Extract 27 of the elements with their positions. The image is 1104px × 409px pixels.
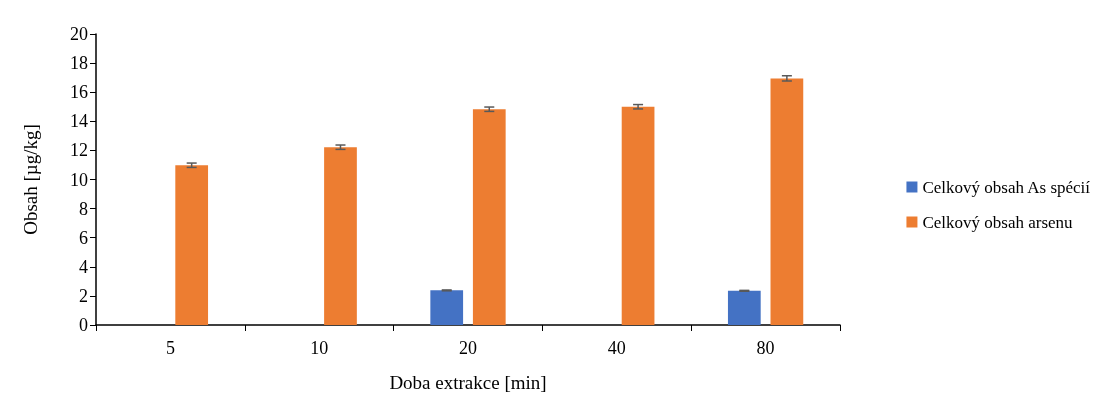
y-tick-label: 12 bbox=[70, 140, 88, 161]
y-tick-label: 8 bbox=[79, 198, 88, 219]
y-tick-label: 6 bbox=[79, 227, 88, 248]
legend-label: Celkový obsah As spécií bbox=[922, 177, 1091, 197]
bar bbox=[324, 147, 357, 325]
x-tick-label: 10 bbox=[310, 338, 329, 358]
y-axis-title: Obsah [µg/kg] bbox=[20, 124, 41, 235]
y-tick-label: 2 bbox=[79, 285, 88, 306]
x-tick-label: 80 bbox=[756, 338, 775, 358]
x-tick-label: 5 bbox=[165, 338, 175, 358]
x-tick-label: 40 bbox=[607, 338, 626, 358]
y-tick-label: 16 bbox=[70, 82, 88, 103]
x-axis-title: Doba extrakce [min] bbox=[389, 372, 547, 393]
bar bbox=[175, 165, 209, 325]
legend-label: Celkový obsah arsenu bbox=[922, 212, 1074, 232]
y-tick-label: 0 bbox=[79, 315, 88, 335]
y-tick-label: 20 bbox=[70, 24, 88, 44]
bar bbox=[621, 106, 655, 325]
y-tick-label: 4 bbox=[79, 256, 88, 277]
bar bbox=[430, 290, 464, 325]
y-tick-label: 14 bbox=[70, 111, 88, 132]
bar bbox=[770, 78, 804, 325]
bar bbox=[727, 290, 761, 325]
bar bbox=[472, 109, 506, 325]
x-tick-label: 20 bbox=[459, 338, 477, 358]
y-tick-label: 18 bbox=[70, 53, 88, 74]
y-tick-label: 10 bbox=[70, 169, 88, 190]
